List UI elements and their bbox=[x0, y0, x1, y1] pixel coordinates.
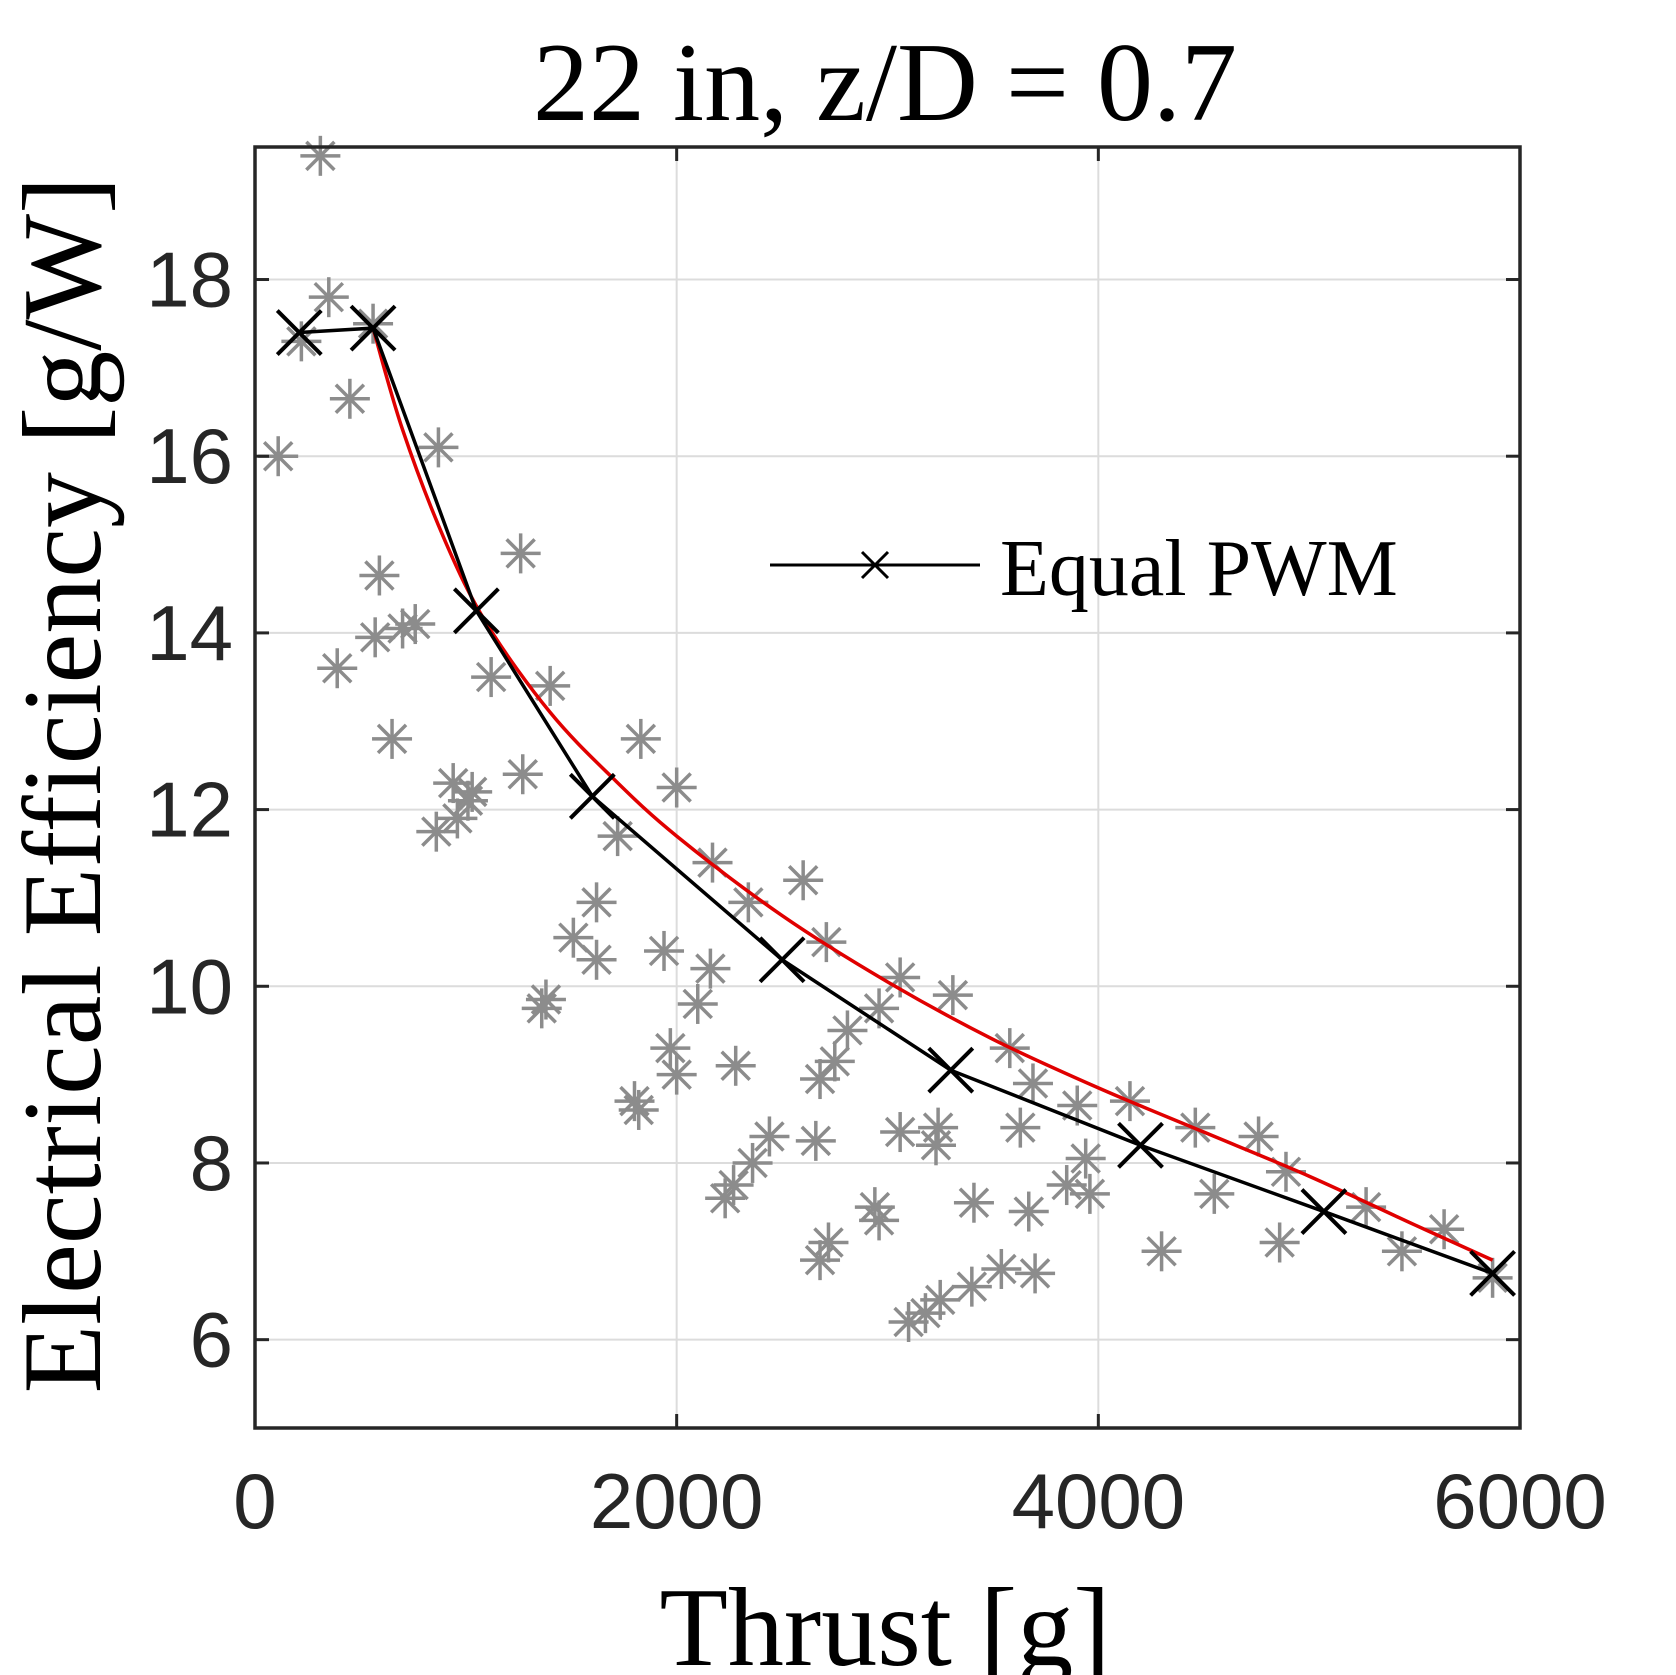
grid-lines bbox=[255, 147, 1520, 1428]
scatter-points bbox=[258, 135, 1513, 1342]
scatter-point bbox=[859, 1200, 900, 1241]
scatter-point bbox=[951, 1266, 992, 1307]
scatter-point bbox=[728, 882, 769, 923]
y-tick-label: 8 bbox=[190, 1119, 233, 1207]
scatter-point bbox=[1000, 1107, 1041, 1148]
equal-pwm-point bbox=[275, 309, 323, 356]
scatter-point bbox=[650, 1028, 691, 1069]
scatter-point bbox=[1238, 1116, 1279, 1157]
scatter-point bbox=[1008, 1191, 1049, 1232]
scatter-point bbox=[471, 657, 512, 698]
scatter-point bbox=[500, 533, 541, 574]
scatter-point bbox=[576, 882, 617, 923]
equal-pwm-point bbox=[568, 772, 616, 820]
scatter-point bbox=[372, 718, 413, 759]
legend-label-equal-pwm: Equal PWM bbox=[1000, 525, 1398, 613]
scatter-point bbox=[576, 939, 617, 980]
equal-pwm-series bbox=[275, 304, 1517, 1297]
scatter-point bbox=[1012, 1063, 1053, 1104]
scatter-point bbox=[644, 930, 685, 971]
x-tick-label: 0 bbox=[233, 1457, 276, 1545]
scatter-point bbox=[713, 1165, 754, 1206]
scatter-point bbox=[677, 983, 718, 1024]
scatter-point bbox=[1472, 1257, 1513, 1298]
equal-pwm-point bbox=[927, 1046, 975, 1094]
scatter-point bbox=[395, 604, 436, 645]
tick-labels: 0 2000 4000 6000 6 8 10 12 14 16 18 bbox=[146, 236, 1607, 1545]
scatter-point bbox=[597, 816, 638, 857]
axes-box bbox=[253, 145, 1522, 1430]
scatter-point bbox=[808, 1222, 849, 1263]
scatter-point bbox=[888, 1301, 929, 1342]
scatter-point bbox=[814, 1041, 855, 1082]
scatter-point bbox=[915, 1125, 956, 1166]
scatter-point bbox=[1259, 1222, 1300, 1263]
scatter-point bbox=[1381, 1231, 1422, 1272]
scatter-point bbox=[1141, 1231, 1182, 1272]
scatter-point bbox=[1194, 1173, 1235, 1214]
scatter-point bbox=[705, 1178, 746, 1219]
scatter-point bbox=[1065, 1138, 1106, 1179]
scatter-point bbox=[981, 1248, 1022, 1289]
scatter-point bbox=[308, 277, 349, 318]
equal-pwm-point bbox=[1117, 1121, 1164, 1169]
scatter-point bbox=[690, 948, 731, 989]
scatter-point bbox=[329, 378, 370, 419]
scatter-point bbox=[795, 1120, 836, 1161]
scatter-point bbox=[317, 648, 358, 689]
x-tick-label: 4000 bbox=[1012, 1457, 1186, 1545]
scatter-point bbox=[502, 754, 543, 795]
scatter-point bbox=[359, 555, 400, 596]
axes-frame bbox=[253, 145, 1522, 1430]
fit-curve-path bbox=[371, 327, 1494, 1262]
scatter-point bbox=[437, 798, 478, 839]
scatter-point bbox=[1015, 1253, 1056, 1294]
chart-title: 22 in, z/D = 0.7 bbox=[533, 21, 1237, 145]
y-tick-label: 12 bbox=[146, 766, 233, 854]
x-tick-label: 6000 bbox=[1433, 1457, 1607, 1545]
scatter-point bbox=[416, 811, 457, 852]
x-axis-label: Thrust [g] bbox=[659, 1566, 1110, 1675]
scatter-point bbox=[355, 617, 396, 658]
legend: Equal PWM bbox=[770, 525, 1398, 613]
scatter-point bbox=[932, 975, 973, 1016]
fit-curve bbox=[371, 327, 1494, 1262]
scatter-point bbox=[1424, 1209, 1465, 1250]
scatter-point bbox=[880, 957, 921, 998]
scatter-point bbox=[618, 1089, 659, 1130]
equal-pwm-point bbox=[758, 936, 806, 984]
scatter-point bbox=[749, 1116, 790, 1157]
equal-pwm-point bbox=[452, 587, 500, 635]
scatter-point bbox=[880, 1112, 921, 1153]
scatter-point bbox=[353, 303, 394, 344]
y-tick-label: 6 bbox=[190, 1296, 233, 1384]
equal-pwm-point bbox=[1300, 1188, 1348, 1235]
y-tick-label: 18 bbox=[146, 236, 233, 324]
y-tick-label: 10 bbox=[146, 942, 233, 1030]
scatter-point bbox=[521, 988, 562, 1029]
scatter-point bbox=[827, 1010, 868, 1051]
scatter-point bbox=[806, 922, 847, 963]
legend-x-marker bbox=[860, 550, 890, 580]
equal-pwm-point bbox=[349, 304, 397, 352]
scatter-point bbox=[783, 860, 824, 901]
scatter-point bbox=[656, 767, 697, 808]
scatter-point bbox=[620, 718, 661, 759]
scatter-point bbox=[281, 321, 322, 362]
scatter-point bbox=[953, 1182, 994, 1223]
scatter-point bbox=[300, 135, 341, 176]
y-axis-label: Electrical Efficiency [g/W] bbox=[1, 177, 125, 1394]
equal-pwm-point bbox=[1469, 1249, 1517, 1297]
scatter-point bbox=[715, 1045, 756, 1086]
scatter-point bbox=[258, 436, 299, 477]
x-tick-label: 2000 bbox=[590, 1457, 764, 1545]
scatter-point bbox=[530, 665, 571, 706]
scatter-point bbox=[418, 427, 459, 468]
y-tick-label: 16 bbox=[146, 412, 233, 500]
y-tick-label: 14 bbox=[146, 589, 233, 677]
scatter-point bbox=[656, 1054, 697, 1095]
scatter-point bbox=[732, 1142, 773, 1183]
scatter-point bbox=[1069, 1173, 1110, 1214]
